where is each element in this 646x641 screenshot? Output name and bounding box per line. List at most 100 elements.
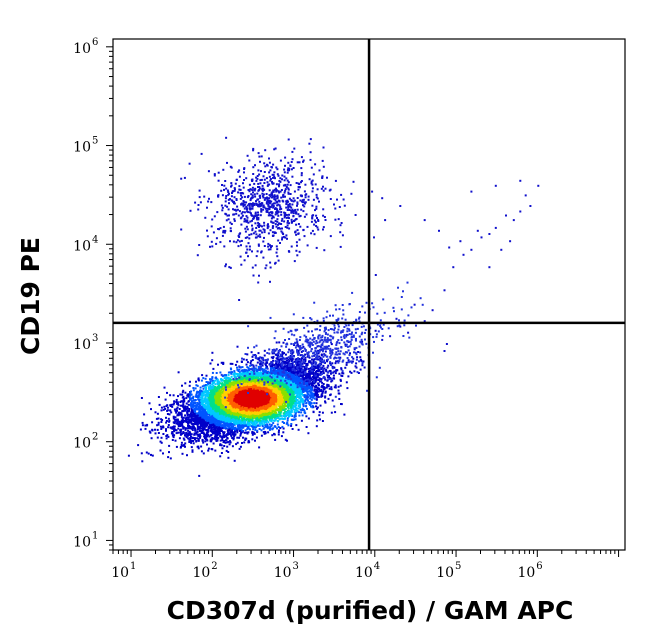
event-point (258, 359, 261, 362)
event-point (289, 372, 292, 375)
event-point (299, 408, 302, 411)
event-point (316, 407, 318, 410)
event-point (291, 415, 294, 417)
event-point (281, 353, 284, 355)
event-point (350, 371, 353, 374)
event-point (319, 380, 322, 383)
event-point (248, 414, 251, 417)
event-point (141, 460, 144, 463)
event-point (192, 387, 195, 389)
event-point (274, 425, 276, 428)
event-point (246, 373, 249, 376)
event-point (275, 341, 278, 344)
event-point (296, 409, 298, 412)
event-point (205, 384, 207, 386)
event-point (258, 428, 261, 430)
event-point (171, 405, 174, 408)
event-point (194, 387, 197, 390)
event-point (328, 369, 331, 372)
event-point (330, 386, 333, 389)
event-point (238, 428, 241, 431)
event-point (354, 365, 357, 368)
event-point (258, 421, 261, 423)
event-point (211, 371, 214, 374)
event-point (266, 425, 269, 428)
event-point (316, 419, 319, 422)
event-point (238, 368, 241, 371)
event-point (323, 353, 326, 356)
event-point (177, 395, 179, 398)
event-point (237, 380, 239, 382)
event-point (169, 457, 172, 460)
event-point (326, 366, 329, 369)
event-point (165, 416, 167, 419)
event-point (234, 382, 237, 385)
event-point (251, 433, 254, 436)
event-point (177, 413, 180, 416)
event-point (227, 431, 230, 434)
event-point (297, 361, 300, 364)
event-point (306, 364, 309, 366)
event-point (186, 407, 189, 410)
population-1 (127, 329, 377, 477)
event-point (208, 393, 211, 396)
event-point (213, 388, 215, 391)
event-point (315, 378, 318, 381)
event-point (272, 422, 275, 425)
event-point (223, 436, 226, 439)
event-point (274, 416, 276, 419)
event-point (200, 424, 203, 427)
event-point (278, 358, 281, 361)
event-point (261, 364, 264, 367)
event-point (192, 397, 194, 399)
event-point (346, 387, 349, 390)
event-point (236, 436, 239, 439)
event-point (237, 428, 240, 431)
event-point (310, 393, 313, 396)
event-point (340, 367, 343, 370)
event-point (187, 429, 190, 432)
event-point (307, 393, 310, 396)
event-point (217, 436, 220, 439)
event-point (202, 417, 205, 420)
event-point (198, 402, 201, 405)
event-point (260, 420, 263, 423)
event-point (184, 382, 187, 385)
event-point (321, 381, 324, 384)
event-point (198, 403, 201, 406)
event-point (189, 398, 192, 401)
event-point (327, 384, 330, 387)
event-point (171, 439, 174, 441)
event-point (226, 427, 229, 430)
event-point (207, 449, 210, 452)
event-point (197, 402, 200, 405)
event-point (245, 414, 247, 417)
event-point (175, 432, 178, 435)
event-point (204, 434, 207, 436)
event-point (271, 434, 274, 437)
event-point (263, 354, 266, 357)
event-point (362, 360, 365, 363)
event-point (165, 437, 168, 440)
event-point (216, 432, 219, 435)
event-point (205, 381, 208, 383)
event-point (185, 402, 188, 405)
event-point (241, 366, 244, 369)
event-point (281, 351, 284, 354)
event-point (302, 358, 305, 361)
event-point (320, 385, 323, 388)
event-point (317, 383, 320, 386)
event-point (317, 388, 320, 391)
event-point (296, 402, 299, 405)
event-point (247, 366, 250, 369)
event-point (179, 446, 182, 449)
event-point (353, 348, 356, 351)
event-point (196, 430, 199, 433)
event-point (349, 370, 352, 373)
event-point (202, 419, 205, 422)
event-point (355, 362, 358, 365)
event-point (199, 404, 202, 407)
event-point (292, 396, 295, 399)
event-point (232, 437, 235, 440)
